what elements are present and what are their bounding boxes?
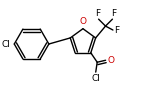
Text: F: F	[111, 9, 116, 18]
Text: O: O	[108, 56, 115, 65]
Text: O: O	[79, 17, 86, 26]
Text: F: F	[95, 9, 100, 18]
Text: Cl: Cl	[91, 74, 100, 83]
Text: F: F	[114, 25, 119, 34]
Text: Cl: Cl	[1, 40, 10, 48]
